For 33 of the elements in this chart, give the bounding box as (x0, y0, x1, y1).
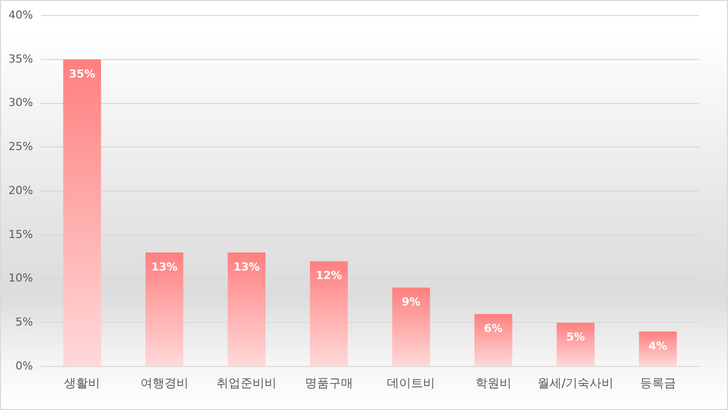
y-tick-label: 25% (8, 140, 33, 154)
bar (638, 332, 677, 366)
data-label: 12% (316, 269, 342, 282)
data-label: 4% (648, 339, 668, 352)
y-tick-label: 0% (16, 359, 33, 372)
y-tick-label: 15% (8, 228, 33, 241)
x-tick-label: 월세/기숙사비 (538, 376, 614, 390)
data-label: 6% (484, 322, 503, 335)
x-tick-label: 데이트비 (387, 376, 436, 390)
y-tick-label: 35% (8, 52, 33, 66)
data-label: 35% (68, 67, 96, 80)
x-tick-label: 등록금 (640, 376, 676, 390)
bar (63, 59, 102, 366)
y-tick-label: 20% (8, 184, 33, 197)
bar (474, 314, 512, 366)
bar (145, 252, 184, 366)
x-tick-label: 명품구매 (304, 376, 353, 390)
bar (310, 261, 348, 366)
data-label: 13% (151, 260, 178, 274)
bar (556, 322, 595, 366)
bar (392, 288, 430, 366)
x-tick-label: 취업준비비 (216, 376, 277, 390)
y-tick-label: 30% (8, 96, 33, 110)
y-tick-label: 10% (8, 272, 33, 285)
bar (228, 252, 266, 366)
data-label: 13% (233, 260, 260, 274)
x-tick-label: 생활비 (64, 376, 100, 390)
data-label: 9% (402, 295, 420, 308)
data-label: 5% (566, 330, 585, 344)
x-tick-label: 학원비 (475, 376, 512, 390)
x-tick-label: 여행경비 (140, 376, 188, 390)
y-tick-label: 5% (16, 316, 33, 329)
y-tick-label: 40% (8, 8, 33, 22)
